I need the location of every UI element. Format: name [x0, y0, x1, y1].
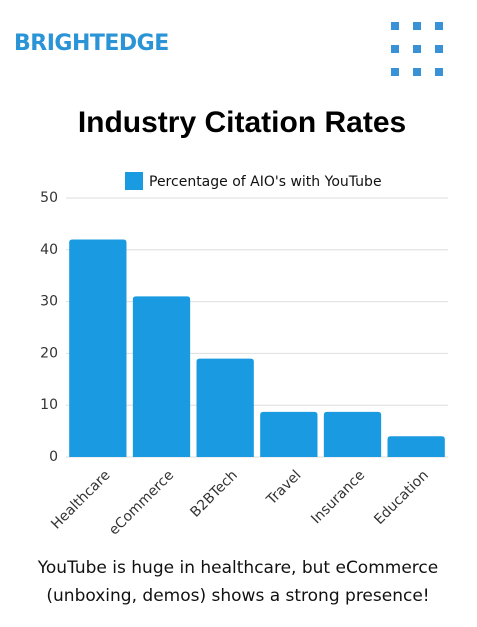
footer-line: (unboxing, demos) shows a strong presenc…	[46, 586, 429, 606]
x-tick-label: eCommerce	[106, 467, 177, 538]
y-tick-label: 0	[49, 449, 58, 465]
y-tick-label: 20	[40, 345, 58, 361]
footer-line: YouTube is huge in healthcare, but eComm…	[37, 558, 438, 578]
brand: BRIGHTEDGE	[14, 31, 169, 56]
chart-title: Industry Citation Rates	[78, 106, 406, 139]
x-tick-label: Education	[371, 467, 432, 528]
legend-label: Percentage of AIO's with YouTube	[149, 174, 382, 190]
bar	[323, 411, 382, 457]
y-tick-label: 30	[40, 294, 58, 310]
logo-dots	[391, 22, 443, 76]
y-tick-label: 50	[40, 190, 58, 206]
legend-swatch	[125, 172, 143, 190]
x-tick-label: Healthcare	[48, 467, 113, 532]
bar	[196, 358, 254, 457]
y-tick-label: 10	[40, 397, 58, 413]
bar	[260, 411, 318, 457]
bar	[132, 296, 191, 457]
y-tick-label: 40	[40, 242, 58, 258]
bar	[69, 239, 127, 457]
x-tick-label: Insurance	[308, 467, 368, 527]
x-tick-label: B2BTech	[187, 467, 240, 520]
x-tick-label: Travel	[263, 467, 304, 508]
bar	[387, 436, 445, 457]
